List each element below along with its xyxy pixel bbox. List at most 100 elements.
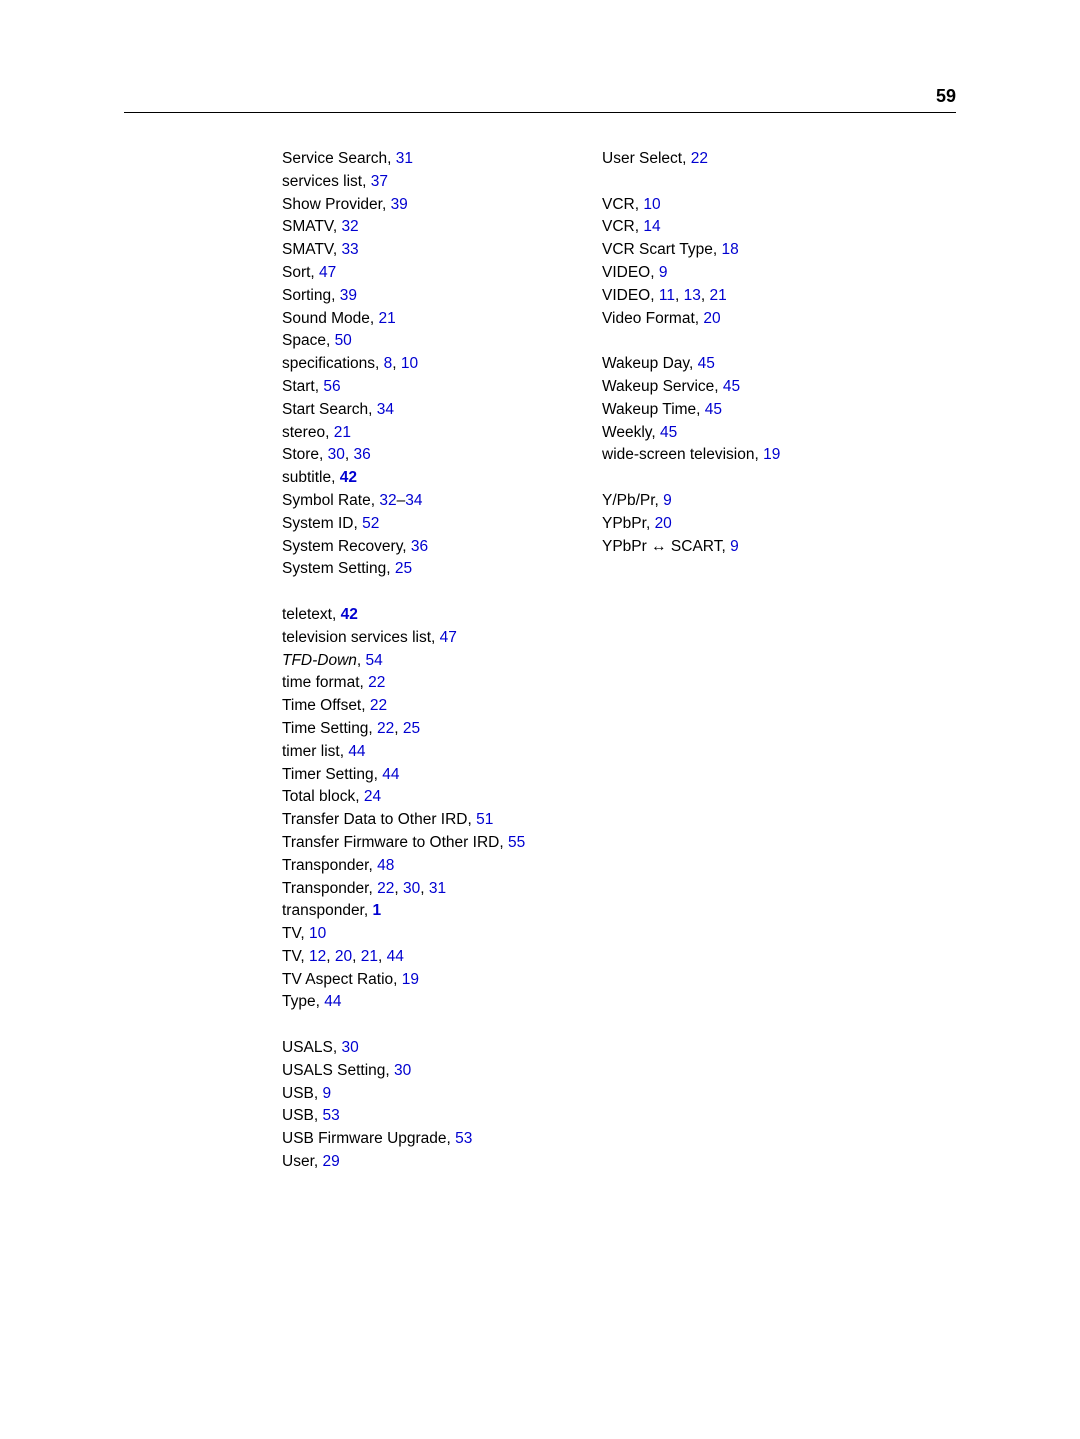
index-term: User, [282, 1153, 322, 1170]
index-term: stereo, [282, 424, 334, 441]
page-link[interactable]: 20 [703, 310, 720, 327]
index-entry: VCR, 10 [602, 194, 956, 217]
page-link[interactable]: 18 [721, 241, 738, 258]
index-term: Wakeup Day, [602, 355, 698, 372]
index-term: television services list, [282, 629, 440, 646]
index-term: System Recovery, [282, 538, 411, 555]
page-link[interactable]: 20 [335, 948, 352, 965]
page-link[interactable]: 53 [322, 1107, 339, 1124]
page-link[interactable]: 30 [341, 1039, 358, 1056]
page-link[interactable]: 9 [730, 538, 739, 555]
page-link[interactable]: 25 [395, 560, 412, 577]
index-term: VCR Scart Type, [602, 241, 721, 258]
index-entry: Transponder, 22, 30, 31 [282, 878, 576, 901]
page-link[interactable]: 45 [698, 355, 715, 372]
page-link[interactable]: 30 [394, 1062, 411, 1079]
page-link[interactable]: 1 [372, 902, 381, 919]
page-link[interactable]: 45 [660, 424, 677, 441]
page-link[interactable]: 20 [655, 515, 672, 532]
page-link[interactable]: 21 [334, 424, 351, 441]
page-link[interactable]: 22 [368, 674, 385, 691]
page-link[interactable]: 24 [364, 788, 381, 805]
index-term: Y/Pb/Pr, [602, 492, 663, 509]
page-link[interactable]: 11 [659, 287, 675, 304]
header-rule [124, 112, 956, 113]
page-link[interactable]: 53 [455, 1130, 472, 1147]
page-link[interactable]: 42 [340, 469, 357, 486]
page-link[interactable]: 56 [323, 378, 340, 395]
page-link[interactable]: 34 [377, 401, 394, 418]
index-entry: Sound Mode, 21 [282, 308, 576, 331]
page-link[interactable]: 39 [391, 196, 408, 213]
index-term: Wakeup Time, [602, 401, 705, 418]
index-entry: Transfer Firmware to Other IRD, 55 [282, 832, 576, 855]
index-entry: time format, 22 [282, 672, 576, 695]
page-link[interactable]: 32 [341, 218, 358, 235]
page-link[interactable]: 21 [379, 310, 396, 327]
page-link[interactable]: 25 [403, 720, 420, 737]
page-link[interactable]: 51 [476, 811, 493, 828]
page-link[interactable]: 31 [429, 880, 446, 897]
page-link[interactable]: 19 [402, 971, 419, 988]
page-link[interactable]: 8 [384, 355, 393, 372]
page-link[interactable]: 30 [403, 880, 420, 897]
page-link[interactable]: 22 [370, 697, 387, 714]
page-link[interactable]: 36 [411, 538, 428, 555]
page-link[interactable]: 29 [322, 1153, 339, 1170]
page-link[interactable]: 54 [366, 652, 383, 669]
page-link[interactable]: 10 [643, 196, 660, 213]
page-link[interactable]: 47 [319, 264, 336, 281]
page-number: 59 [936, 86, 956, 107]
page-link[interactable]: 44 [348, 743, 365, 760]
index-term: Weekly, [602, 424, 660, 441]
page-link[interactable]: 44 [387, 948, 404, 965]
index-entry: VCR Scart Type, 18 [602, 239, 956, 262]
page-link[interactable]: 31 [396, 150, 413, 167]
page-link[interactable]: 55 [508, 834, 525, 851]
index-entry: Space, 50 [282, 330, 576, 353]
index-term: timer list, [282, 743, 348, 760]
page-link[interactable]: 14 [643, 218, 660, 235]
index-entry: teletext, 42 [282, 604, 576, 627]
page-link[interactable]: 34 [405, 492, 422, 509]
page-link[interactable]: 22 [377, 880, 394, 897]
page-link[interactable]: 32 [379, 492, 396, 509]
page-link[interactable]: 30 [328, 446, 345, 463]
index-entry: User Select, 22 [602, 148, 956, 171]
page-link[interactable]: 9 [663, 492, 672, 509]
page-link[interactable]: 52 [362, 515, 379, 532]
page-link[interactable]: 9 [322, 1085, 331, 1102]
page-link[interactable]: 22 [377, 720, 394, 737]
index-entry: Start, 56 [282, 376, 576, 399]
index-term: User Select, [602, 150, 691, 167]
page-link[interactable]: 33 [341, 241, 358, 258]
page-link[interactable]: 22 [691, 150, 708, 167]
page-link[interactable]: 42 [341, 606, 358, 623]
page-link[interactable]: 19 [763, 446, 780, 463]
page-link[interactable]: 39 [340, 287, 357, 304]
page-link[interactable]: 44 [382, 766, 399, 783]
page-link[interactable]: 45 [705, 401, 722, 418]
index-column-1: Service Search, 31services list, 37Show … [282, 148, 576, 1174]
index-term: Time Setting, [282, 720, 377, 737]
page-link[interactable]: 10 [309, 925, 326, 942]
index-entry: SMATV, 32 [282, 216, 576, 239]
page-link[interactable]: 37 [371, 173, 388, 190]
index-term: services list, [282, 173, 371, 190]
index-term: VCR, [602, 196, 643, 213]
page-link[interactable]: 13 [684, 287, 701, 304]
index-entry: TV, 12, 20, 21, 44 [282, 946, 576, 969]
page-link[interactable]: 21 [361, 948, 378, 965]
page-link[interactable]: 36 [354, 446, 371, 463]
index-column-2: User Select, 22 VCR, 10VCR, 14 VCR Scart T… [602, 148, 956, 1174]
page-link[interactable]: 21 [709, 287, 726, 304]
page-link[interactable]: 48 [377, 857, 394, 874]
page-link[interactable]: 50 [335, 332, 352, 349]
page-link[interactable]: 10 [401, 355, 418, 372]
page-link[interactable]: 47 [440, 629, 457, 646]
page-link[interactable]: 9 [659, 264, 668, 281]
page-link[interactable]: 44 [324, 993, 341, 1010]
page-link[interactable]: 12 [309, 948, 326, 965]
page-link[interactable]: 45 [723, 378, 740, 395]
index-term: specifications, [282, 355, 384, 372]
